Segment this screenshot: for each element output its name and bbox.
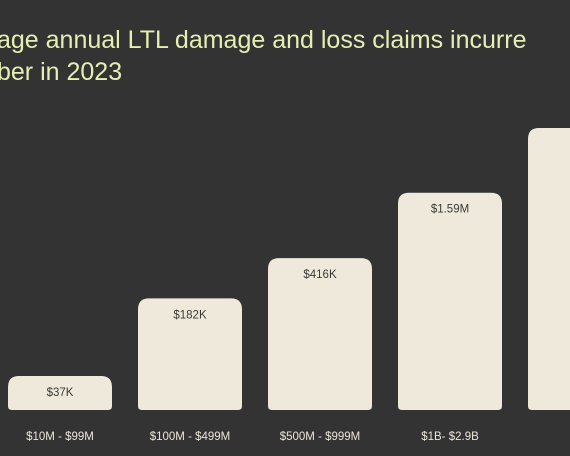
value-label: $1.59M [431, 204, 469, 216]
chart-title: age annual LTL damage and loss claims in… [0, 26, 526, 54]
value-label: $37K [47, 387, 74, 399]
value-label: $416K [303, 269, 337, 281]
x-tick-label: $10M - $99M [26, 431, 94, 443]
x-tick-label: $100M - $499M [150, 431, 231, 443]
x-tick-label: $500M - $999M [280, 431, 361, 443]
bar [8, 376, 112, 410]
bar [268, 258, 372, 410]
chart-title: ber in 2023 [0, 58, 122, 86]
bar [528, 128, 570, 410]
bar [398, 192, 502, 410]
value-label: $182K [173, 309, 207, 321]
x-tick-label: $1B- $2.9B [421, 431, 479, 443]
bar [138, 298, 242, 410]
